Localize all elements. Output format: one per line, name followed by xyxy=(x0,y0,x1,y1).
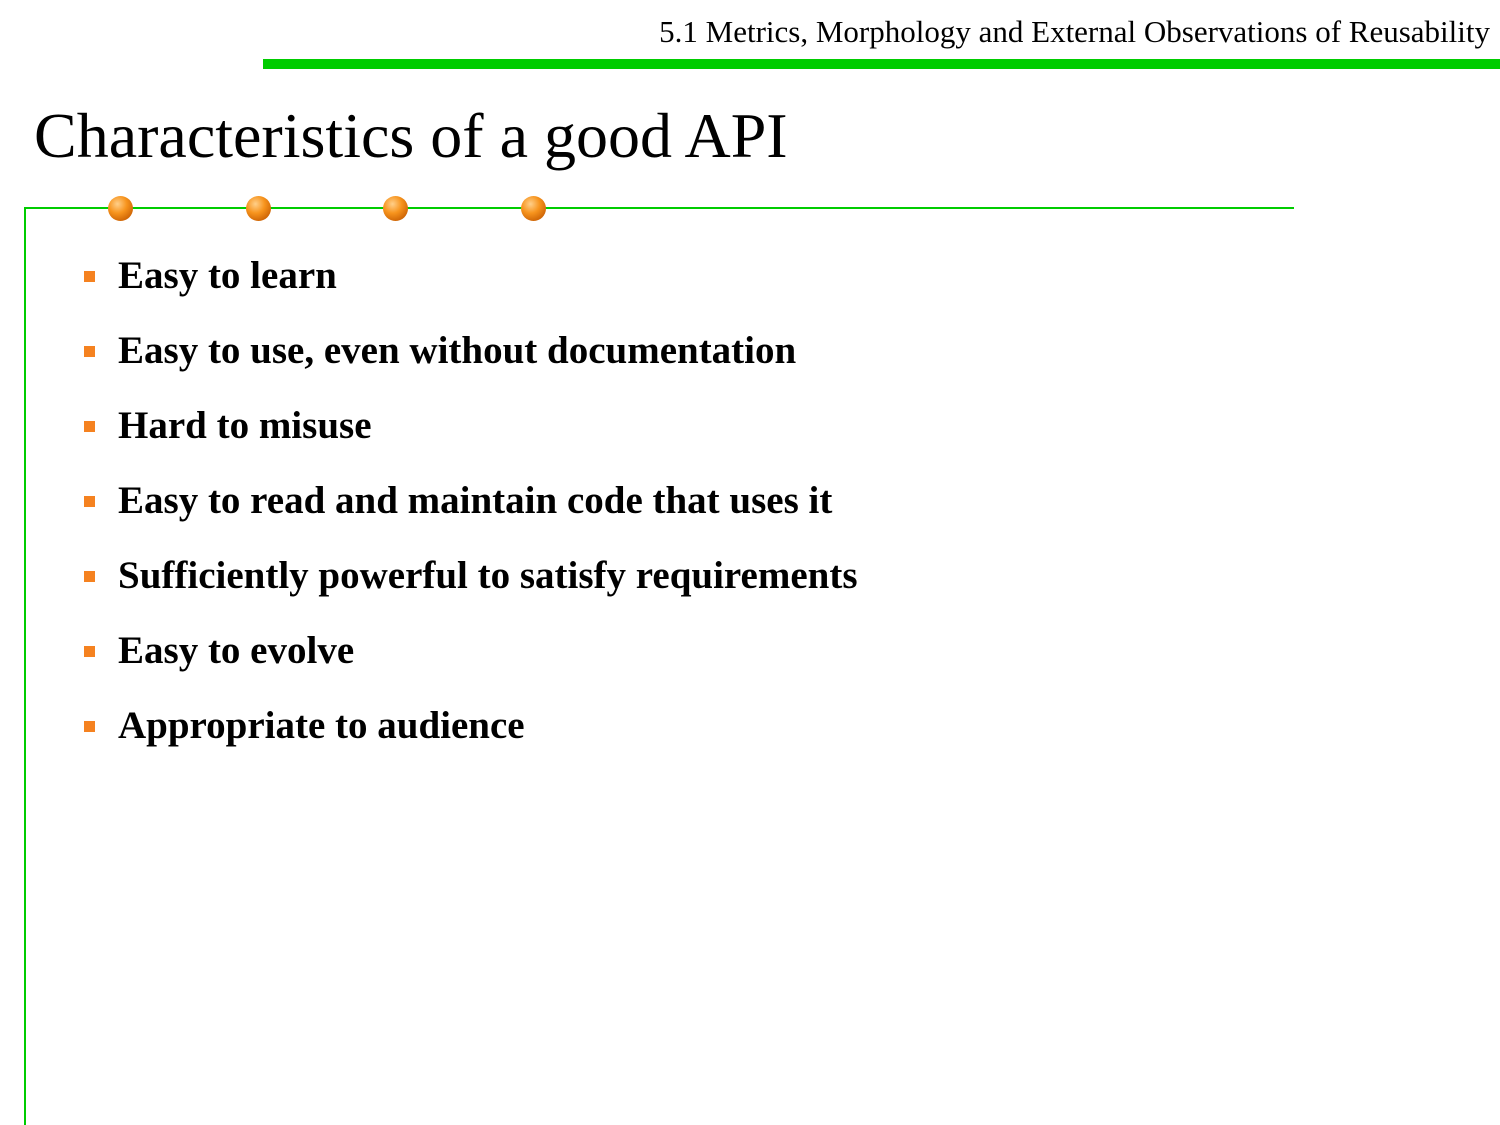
square-bullet-icon xyxy=(84,646,95,657)
bullet-item: Sufficiently powerful to satisfy require… xyxy=(0,550,858,625)
bullet-text: Hard to misuse xyxy=(118,404,372,447)
bullet-item: Easy to learn xyxy=(0,250,858,325)
decorative-orange-dot xyxy=(246,196,271,221)
frame-top-rule xyxy=(24,207,1294,209)
bullet-item: Easy to read and maintain code that uses… xyxy=(0,475,858,550)
square-bullet-icon xyxy=(84,271,95,282)
decorative-orange-dot xyxy=(521,196,546,221)
bullet-text: Easy to evolve xyxy=(118,629,355,672)
square-bullet-icon xyxy=(84,571,95,582)
decorative-orange-dot xyxy=(383,196,408,221)
bullet-text: Easy to read and maintain code that uses… xyxy=(118,479,833,522)
square-bullet-icon xyxy=(84,421,95,432)
bullet-text: Easy to use, even without documentation xyxy=(118,329,797,372)
section-header: 5.1 Metrics, Morphology and External Obs… xyxy=(659,14,1490,49)
bullet-text: Appropriate to audience xyxy=(118,704,525,747)
bullet-text: Easy to learn xyxy=(118,254,337,297)
square-bullet-icon xyxy=(84,721,95,732)
square-bullet-icon xyxy=(84,496,95,507)
decorative-orange-dot xyxy=(108,196,133,221)
bullet-text: Sufficiently powerful to satisfy require… xyxy=(118,554,858,597)
bullet-item: Easy to evolve xyxy=(0,625,858,700)
bullet-list: Easy to learn Easy to use, even without … xyxy=(0,250,858,775)
slide-title: Characteristics of a good API xyxy=(34,100,788,171)
frame-left-rule xyxy=(24,207,26,1125)
bullet-item: Easy to use, even without documentation xyxy=(0,325,858,400)
bullet-item: Hard to misuse xyxy=(0,400,858,475)
bullet-item: Appropriate to audience xyxy=(0,700,858,775)
header-rule xyxy=(263,59,1500,69)
square-bullet-icon xyxy=(84,346,95,357)
